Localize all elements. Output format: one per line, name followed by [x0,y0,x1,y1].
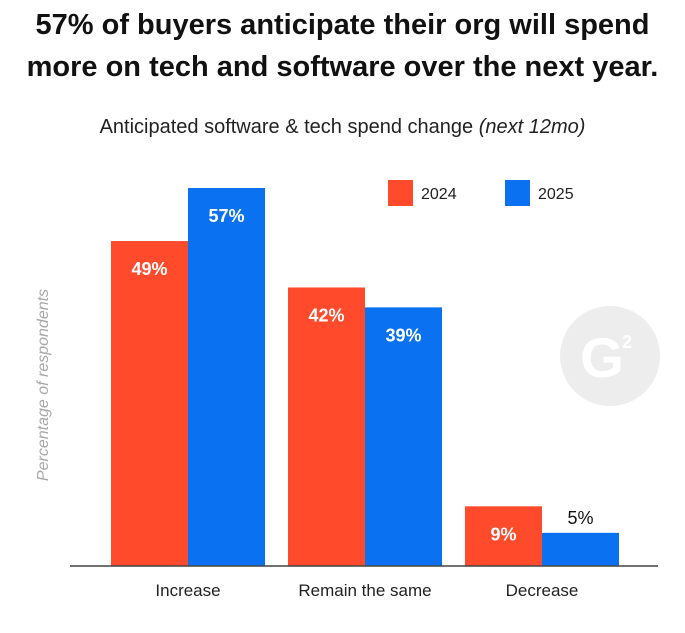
bar-remain-the-same-2025 [365,307,442,566]
headline-line-2: more on tech and software over the next … [26,51,659,83]
data-label-increase-2025: 57% [208,206,244,226]
g2-logo-icon: G 2 [560,306,660,406]
x-axis-labels: Increase Remain the same Decrease [155,581,578,600]
x-tick-label-remain-the-same: Remain the same [298,581,431,600]
data-label-decrease-2024: 9% [490,524,516,544]
x-tick-label-decrease: Decrease [506,581,579,600]
legend-label-2024: 2024 [421,186,457,203]
data-label-remain-the-same-2024: 42% [308,305,344,325]
data-label-remain-the-same-2025: 39% [385,325,421,345]
bars-group: 49% 57% 42% 39% 9% 5% [111,188,619,567]
legend: 2024 2025 [388,180,574,206]
bar-remain-the-same-2024 [288,287,365,566]
legend-swatch-2025 [505,180,530,206]
chart-title-suffix: (next 12mo) [478,116,586,138]
bar-decrease-2025 [542,532,619,566]
data-label-decrease-2025: 5% [567,508,593,528]
logo-circle [560,306,660,406]
legend-label-2025: 2025 [538,186,574,203]
data-label-increase-2024: 49% [131,259,167,279]
legend-swatch-2024 [388,180,413,206]
headline-line-1: 57% of buyers anticipate their org will … [35,9,650,41]
bar-decrease-2024 [465,506,542,566]
chart-title-text: Anticipated software & tech spend change [99,116,474,138]
bar-increase-2024 [111,241,188,567]
chart-headline: 57% of buyers anticipate their org will … [0,4,685,88]
x-tick-label-increase: Increase [155,581,220,600]
chart-title: Anticipated software & tech spend change… [0,116,685,139]
logo-superscript: 2 [622,332,632,352]
logo-letter: G [580,326,624,389]
bar-increase-2025 [188,188,265,566]
